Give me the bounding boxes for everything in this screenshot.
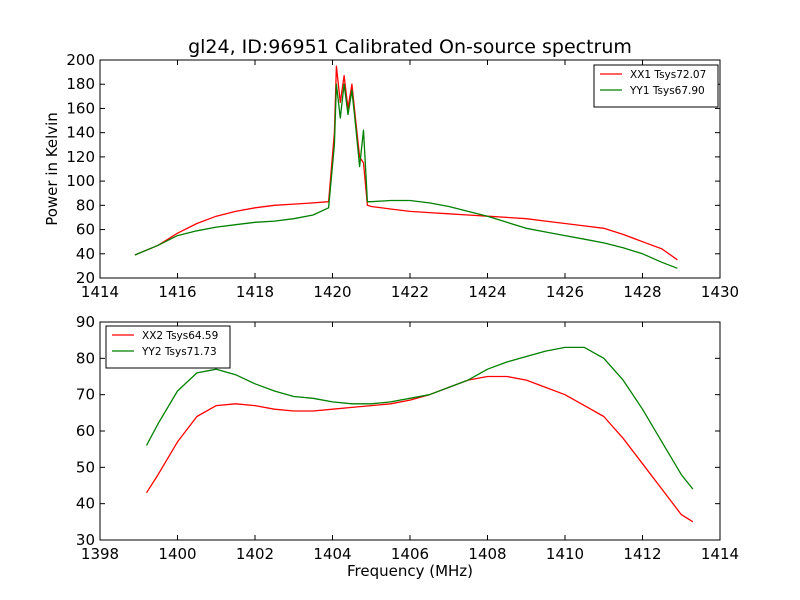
y-tick-label: 40 — [76, 495, 95, 513]
panel-2: 1398 1400 1402 1404 1406 1408 1410 1412 1414 30 40… — [76, 313, 739, 580]
x-tick-label: 1414 — [701, 545, 739, 563]
y-tick-label: 90 — [76, 313, 95, 331]
x-tick-label: 1404 — [313, 545, 351, 563]
y-tick-label: 120 — [66, 148, 95, 166]
panel-1: 1414 1416 1418 1420 1422 1424 1426 1428 1430 20 40… — [43, 51, 739, 301]
x-tick-label: 1428 — [623, 283, 661, 301]
y-tick-label: 100 — [66, 172, 95, 190]
legend-label: YY2 Tsys71.73 — [141, 346, 217, 358]
y-tick-label: 180 — [66, 75, 95, 93]
x-tick-label: 1426 — [546, 283, 584, 301]
legend-label: YY1 Tsys67.90 — [629, 85, 705, 97]
y-tick-label: 60 — [76, 422, 95, 440]
y-tick-label: 80 — [76, 349, 95, 367]
y-tick-label: 80 — [76, 196, 95, 214]
y-tick-label: 160 — [66, 99, 95, 117]
y-tick-label: 40 — [76, 245, 95, 263]
x-tick-label: 1422 — [391, 283, 429, 301]
x-tick-label: 1412 — [623, 545, 661, 563]
y-tick-label: 50 — [76, 458, 95, 476]
x-tick-label: 1424 — [468, 283, 506, 301]
legend-label: XX2 Tsys64.59 — [142, 330, 218, 342]
y-tick-label: 200 — [66, 51, 95, 69]
legend-label: XX1 Tsys72.07 — [630, 69, 706, 81]
y-tick-label: 60 — [76, 221, 95, 239]
panels: 1414 1416 1418 1420 1422 1424 1426 1428 1430 20 40… — [43, 51, 739, 580]
x-tick-label: 1408 — [468, 545, 506, 563]
y-tick-label: 30 — [76, 531, 95, 549]
x-axis-label: Frequency (MHz) — [347, 562, 473, 580]
y-axis-label: Power in Kelvin — [43, 112, 61, 226]
y-tick-label: 70 — [76, 386, 95, 404]
legend-box — [105, 325, 231, 369]
y-tick-label: 140 — [66, 124, 95, 142]
x-tick-label: 1410 — [546, 545, 584, 563]
legend-1: XX1 Tsys72.07 YY1 Tsys67.90 — [593, 64, 719, 108]
x-tick-label: 1416 — [158, 283, 196, 301]
x-tick-label: 1418 — [236, 283, 274, 301]
x-tick-label: 1402 — [236, 545, 274, 563]
x-tick-label: 1406 — [391, 545, 429, 563]
x-tick-label: 1430 — [701, 283, 739, 301]
series-line-2-2 — [145, 346, 694, 490]
series-line-1-2 — [134, 83, 678, 269]
series-line-1-1 — [134, 65, 678, 261]
y-tick-label: 20 — [76, 269, 95, 287]
x-tick-label: 1400 — [158, 545, 196, 563]
chart-title: gl24, ID:96951 Calibrated On-source spec… — [188, 36, 632, 58]
x-tick-label: 1398 — [81, 545, 119, 563]
legend-2: XX2 Tsys64.59 YY2 Tsys71.73 — [105, 325, 231, 369]
x-tick-label: 1420 — [313, 283, 351, 301]
series-line-2-1 — [145, 375, 694, 523]
x-tick-label: 1414 — [81, 283, 119, 301]
legend-box — [593, 64, 719, 108]
